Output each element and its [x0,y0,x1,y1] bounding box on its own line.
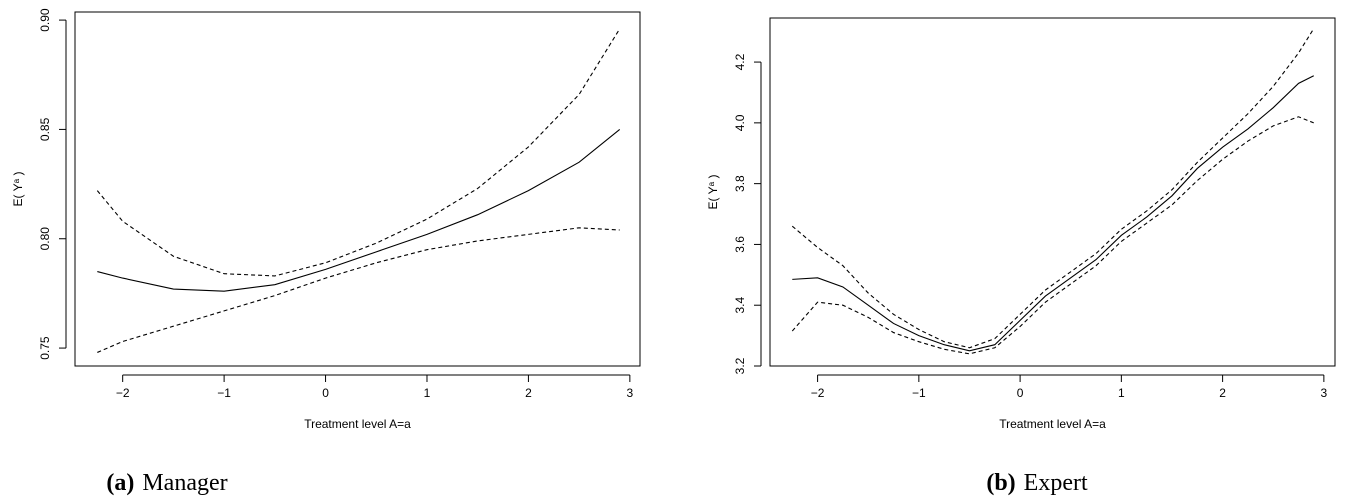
band-line [97,227,620,353]
caption-label: (a) [106,470,134,496]
y-tick-label: 4.2 [733,53,747,70]
x-tick-label: 2 [1219,386,1226,400]
caption-text: Expert [1024,470,1088,496]
caption-text: Manager [142,470,227,496]
band-line [96,28,621,277]
y-tick-label: 0.90 [38,8,52,32]
x-tick-label: 3 [627,386,634,400]
x-tick-label: 0 [1017,386,1024,400]
x-tick-label: 1 [424,386,431,400]
x-tick-label: 3 [1321,386,1328,400]
plot-frame [769,17,1336,367]
estimate-line [97,128,621,292]
x-axis-label: Treatment level A=a [304,417,411,431]
estimate-line [792,75,1314,352]
y-tick-label: 3.6 [733,236,747,253]
caption: (b) Expert [986,470,1088,496]
x-tick-label: −2 [811,386,825,400]
x-tick-label: 0 [322,386,329,400]
y-tick-label: 0.80 [38,227,52,251]
x-tick-label: 2 [525,386,532,400]
caption: (a) Manager [106,470,227,496]
plot-frame [74,11,641,367]
x-tick-label: −1 [217,386,231,400]
y-axis-label: E( Yᵃ ) [706,175,720,210]
y-tick-label: 3.2 [733,357,747,374]
x-tick-label: −1 [912,386,926,400]
x-tick-label: −2 [116,386,130,400]
x-tick-label: 1 [1118,386,1125,400]
band-line [791,28,1315,349]
y-tick-label: 0.75 [38,336,52,360]
y-tick-label: 0.85 [38,117,52,141]
x-axis-label: Treatment level A=a [999,417,1106,431]
band-line [791,116,1314,355]
y-tick-label: 4.0 [733,114,747,131]
caption-label: (b) [986,470,1015,496]
y-tick-label: 3.4 [733,297,747,314]
y-tick-label: 3.8 [733,175,747,192]
y-axis-label: E( Yᵃ ) [11,172,25,207]
